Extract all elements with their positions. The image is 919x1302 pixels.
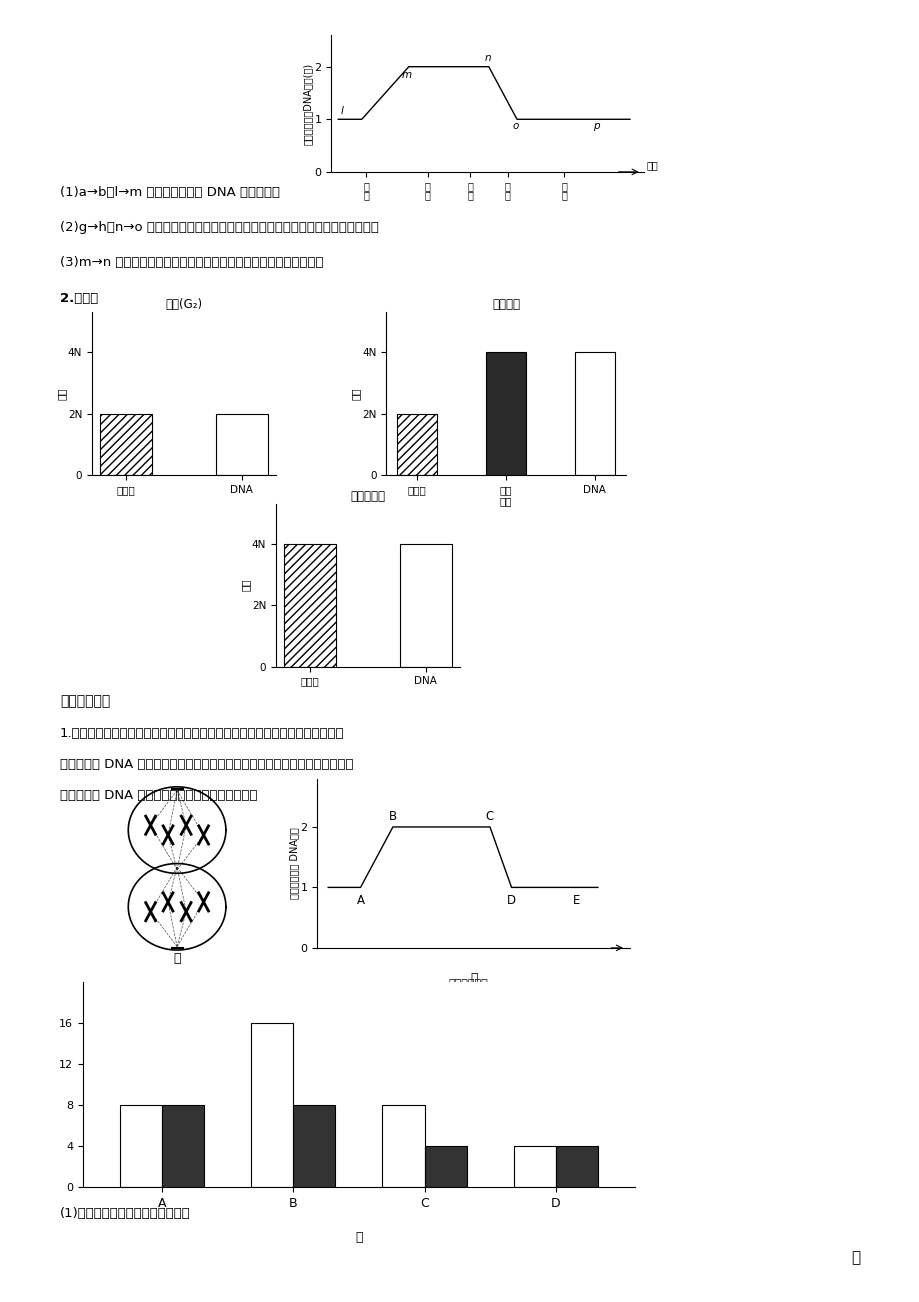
- Bar: [382, 1105, 424, 1187]
- Text: A: A: [357, 894, 364, 907]
- Title: 前、中期: 前、中期: [492, 298, 519, 311]
- Text: 1.甲图表示处于某分裂时期的细胞图像，乙图表示该细胞在有丝分裂不同时期每: 1.甲图表示处于某分裂时期的细胞图像，乙图表示该细胞在有丝分裂不同时期每: [60, 727, 344, 740]
- Text: E: E: [572, 894, 579, 907]
- Text: l: l: [340, 105, 343, 116]
- Text: 条染色体上 DNA 含量变化的关系，丙图表示细胞分裂过程中可能的染色体数目: 条染色体上 DNA 含量变化的关系，丙图表示细胞分裂过程中可能的染色体数目: [60, 758, 353, 771]
- Bar: [514, 1146, 555, 1187]
- Text: (3)m→n 表示含有姐妹染色单体的时期，包括有丝分裂前期和中期。: (3)m→n 表示含有姐妹染色单体的时期，包括有丝分裂前期和中期。: [60, 256, 323, 270]
- Text: 甲: 甲: [173, 952, 181, 965]
- Text: 乙: 乙: [470, 971, 477, 984]
- Text: 细胞分裂时期: 细胞分裂时期: [448, 979, 488, 990]
- Y-axis label: 数量: 数量: [240, 579, 250, 591]
- Bar: [293, 1105, 335, 1187]
- Bar: [119, 1105, 162, 1187]
- Text: 2.柱形图: 2.柱形图: [60, 292, 98, 305]
- Text: o: o: [512, 121, 518, 130]
- Text: ，: ，: [850, 1250, 859, 1266]
- Bar: [100, 414, 153, 475]
- Text: 和染色体上 DNA 分子数目。请据图回答下列问题：: 和染色体上 DNA 分子数目。请据图回答下列问题：: [60, 789, 257, 802]
- Bar: [485, 353, 526, 475]
- Text: 【突破体验】: 【突破体验】: [60, 694, 110, 708]
- Text: D: D: [506, 894, 516, 907]
- Bar: [397, 414, 437, 475]
- Text: m: m: [401, 70, 411, 81]
- Bar: [424, 1146, 466, 1187]
- Text: B: B: [389, 810, 396, 823]
- Text: p: p: [592, 121, 598, 130]
- Text: (1)甲图所示细胞发生的主要变化是: (1)甲图所示细胞发生的主要变化是: [60, 1207, 190, 1220]
- Text: 丙: 丙: [355, 1230, 362, 1243]
- Text: 时期: 时期: [646, 160, 657, 171]
- Text: (2)g→h、n→o 变化的原因都是着丝点分裂，姐妹染色单体分离，形成子染色体。: (2)g→h、n→o 变化的原因都是着丝点分裂，姐妹染色单体分离，形成子染色体。: [60, 221, 379, 234]
- Text: (1)a→b、l→m 的变化原因都是 DNA 分子复制。: (1)a→b、l→m 的变化原因都是 DNA 分子复制。: [60, 186, 279, 199]
- Y-axis label: 数量: 数量: [56, 388, 66, 400]
- Y-axis label: 数量: 数量: [350, 388, 360, 400]
- Y-axis label: 每条染色体上DNA含量(个): 每条染色体上DNA含量(个): [302, 62, 312, 145]
- Bar: [399, 544, 451, 667]
- Title: 后期、末期: 后期、末期: [350, 490, 385, 503]
- Bar: [162, 1105, 203, 1187]
- Bar: [215, 414, 267, 475]
- Bar: [574, 353, 614, 475]
- Title: 间期(G₂): 间期(G₂): [165, 298, 202, 311]
- Y-axis label: 每条染色体上 DNA含量: 每条染色体上 DNA含量: [289, 827, 299, 900]
- Text: C: C: [485, 810, 494, 823]
- Text: n: n: [484, 53, 491, 64]
- Bar: [251, 1023, 293, 1187]
- Bar: [284, 544, 336, 667]
- Bar: [555, 1146, 597, 1187]
